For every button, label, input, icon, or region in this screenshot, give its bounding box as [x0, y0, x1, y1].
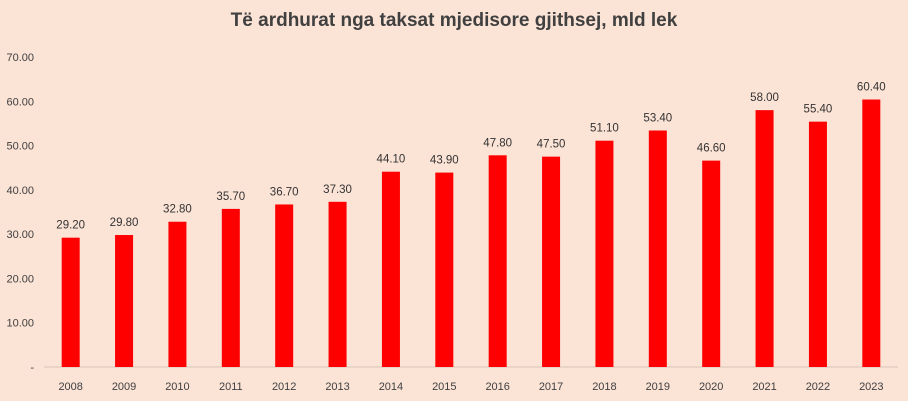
bar-2022 [808, 121, 827, 368]
data-label-2018: 51.10 [590, 123, 619, 135]
x-tick-label-2011: 2011 [219, 381, 243, 393]
x-tick-label-2009: 2009 [112, 381, 136, 393]
y-tick-label: 50.00 [6, 141, 34, 153]
y-tick-label: - [30, 362, 34, 374]
y-tick-label: 10.00 [6, 318, 34, 330]
data-label-2023: 60.40 [857, 82, 886, 94]
x-tick-label-2018: 2018 [592, 381, 616, 393]
y-tick-label: 30.00 [6, 229, 34, 241]
bar-2013 [328, 201, 347, 367]
data-label-2014: 44.10 [377, 154, 406, 166]
x-tick-label-2010: 2010 [165, 381, 189, 393]
x-tick-label-2021: 2021 [752, 381, 776, 393]
data-label-2011: 35.70 [216, 191, 245, 203]
x-tick-label-2014: 2014 [379, 381, 403, 393]
x-tick-label-2016: 2016 [485, 381, 509, 393]
bar-2018 [595, 140, 614, 367]
data-label-2012: 36.70 [270, 186, 299, 198]
x-tick-label-2013: 2013 [325, 381, 349, 393]
y-tick-label: 60.00 [6, 96, 34, 108]
data-label-2015: 43.90 [430, 155, 459, 167]
data-label-2008: 29.20 [56, 220, 85, 232]
data-label-2020: 46.60 [697, 143, 726, 155]
x-tick-label-2019: 2019 [646, 381, 670, 393]
y-tick-label: 70.00 [6, 52, 34, 64]
bar-2019 [648, 130, 667, 367]
x-tick-label-2023: 2023 [859, 381, 883, 393]
x-tick-label-2015: 2015 [432, 381, 456, 393]
data-label-2019: 53.40 [643, 113, 672, 125]
x-tick-label-2012: 2012 [272, 381, 296, 393]
bar-2023 [862, 99, 881, 367]
y-tick-label: 20.00 [6, 273, 34, 285]
x-tick-label-2020: 2020 [699, 381, 723, 393]
bar-2010 [168, 221, 187, 367]
x-tick-label-2008: 2008 [58, 381, 82, 393]
chart-title: Të ardhurat nga taksat mjedisore gjithse… [230, 10, 678, 31]
bar-2020 [702, 160, 721, 367]
data-label-2013: 37.30 [323, 184, 352, 196]
bar-2011 [221, 208, 240, 367]
y-tick-label: 40.00 [6, 185, 34, 197]
data-label-2022: 55.40 [804, 104, 833, 116]
bar-2017 [542, 156, 561, 367]
x-tick-label-2022: 2022 [806, 381, 830, 393]
bar-2015 [435, 172, 454, 367]
data-label-2017: 47.50 [537, 139, 566, 151]
x-tick-label-2017: 2017 [539, 381, 563, 393]
bar-2009 [115, 235, 134, 367]
bar-2008 [61, 237, 80, 367]
data-label-2021: 58.00 [750, 92, 779, 104]
data-label-2009: 29.80 [110, 217, 139, 229]
bar-2014 [381, 171, 400, 367]
bar-2012 [275, 204, 294, 367]
bar-2021 [755, 110, 774, 368]
data-label-2016: 47.80 [483, 137, 512, 149]
bar-2016 [488, 155, 507, 367]
data-label-2010: 32.80 [163, 204, 192, 216]
